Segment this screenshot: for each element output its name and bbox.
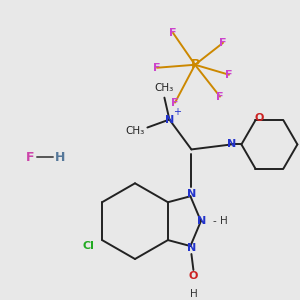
Text: N: N — [187, 189, 196, 199]
Text: N: N — [227, 140, 236, 149]
Text: +: + — [173, 106, 181, 117]
Text: O: O — [255, 113, 264, 123]
Text: Cl: Cl — [82, 241, 94, 251]
Text: H: H — [55, 151, 65, 164]
Text: N: N — [165, 115, 174, 124]
Text: F: F — [169, 28, 177, 38]
Text: H: H — [190, 289, 197, 299]
Text: F: F — [219, 38, 227, 48]
Text: F: F — [216, 92, 224, 102]
Text: N: N — [187, 243, 196, 253]
Text: F: F — [153, 63, 161, 73]
Text: O: O — [189, 271, 198, 281]
Text: P: P — [190, 58, 200, 71]
Text: F: F — [225, 70, 233, 80]
Text: CH₃: CH₃ — [155, 83, 174, 93]
Text: - H: - H — [212, 216, 227, 226]
Text: CH₃: CH₃ — [126, 127, 145, 136]
Text: F: F — [171, 98, 179, 108]
Text: F: F — [26, 151, 34, 164]
Text: N: N — [197, 216, 206, 226]
